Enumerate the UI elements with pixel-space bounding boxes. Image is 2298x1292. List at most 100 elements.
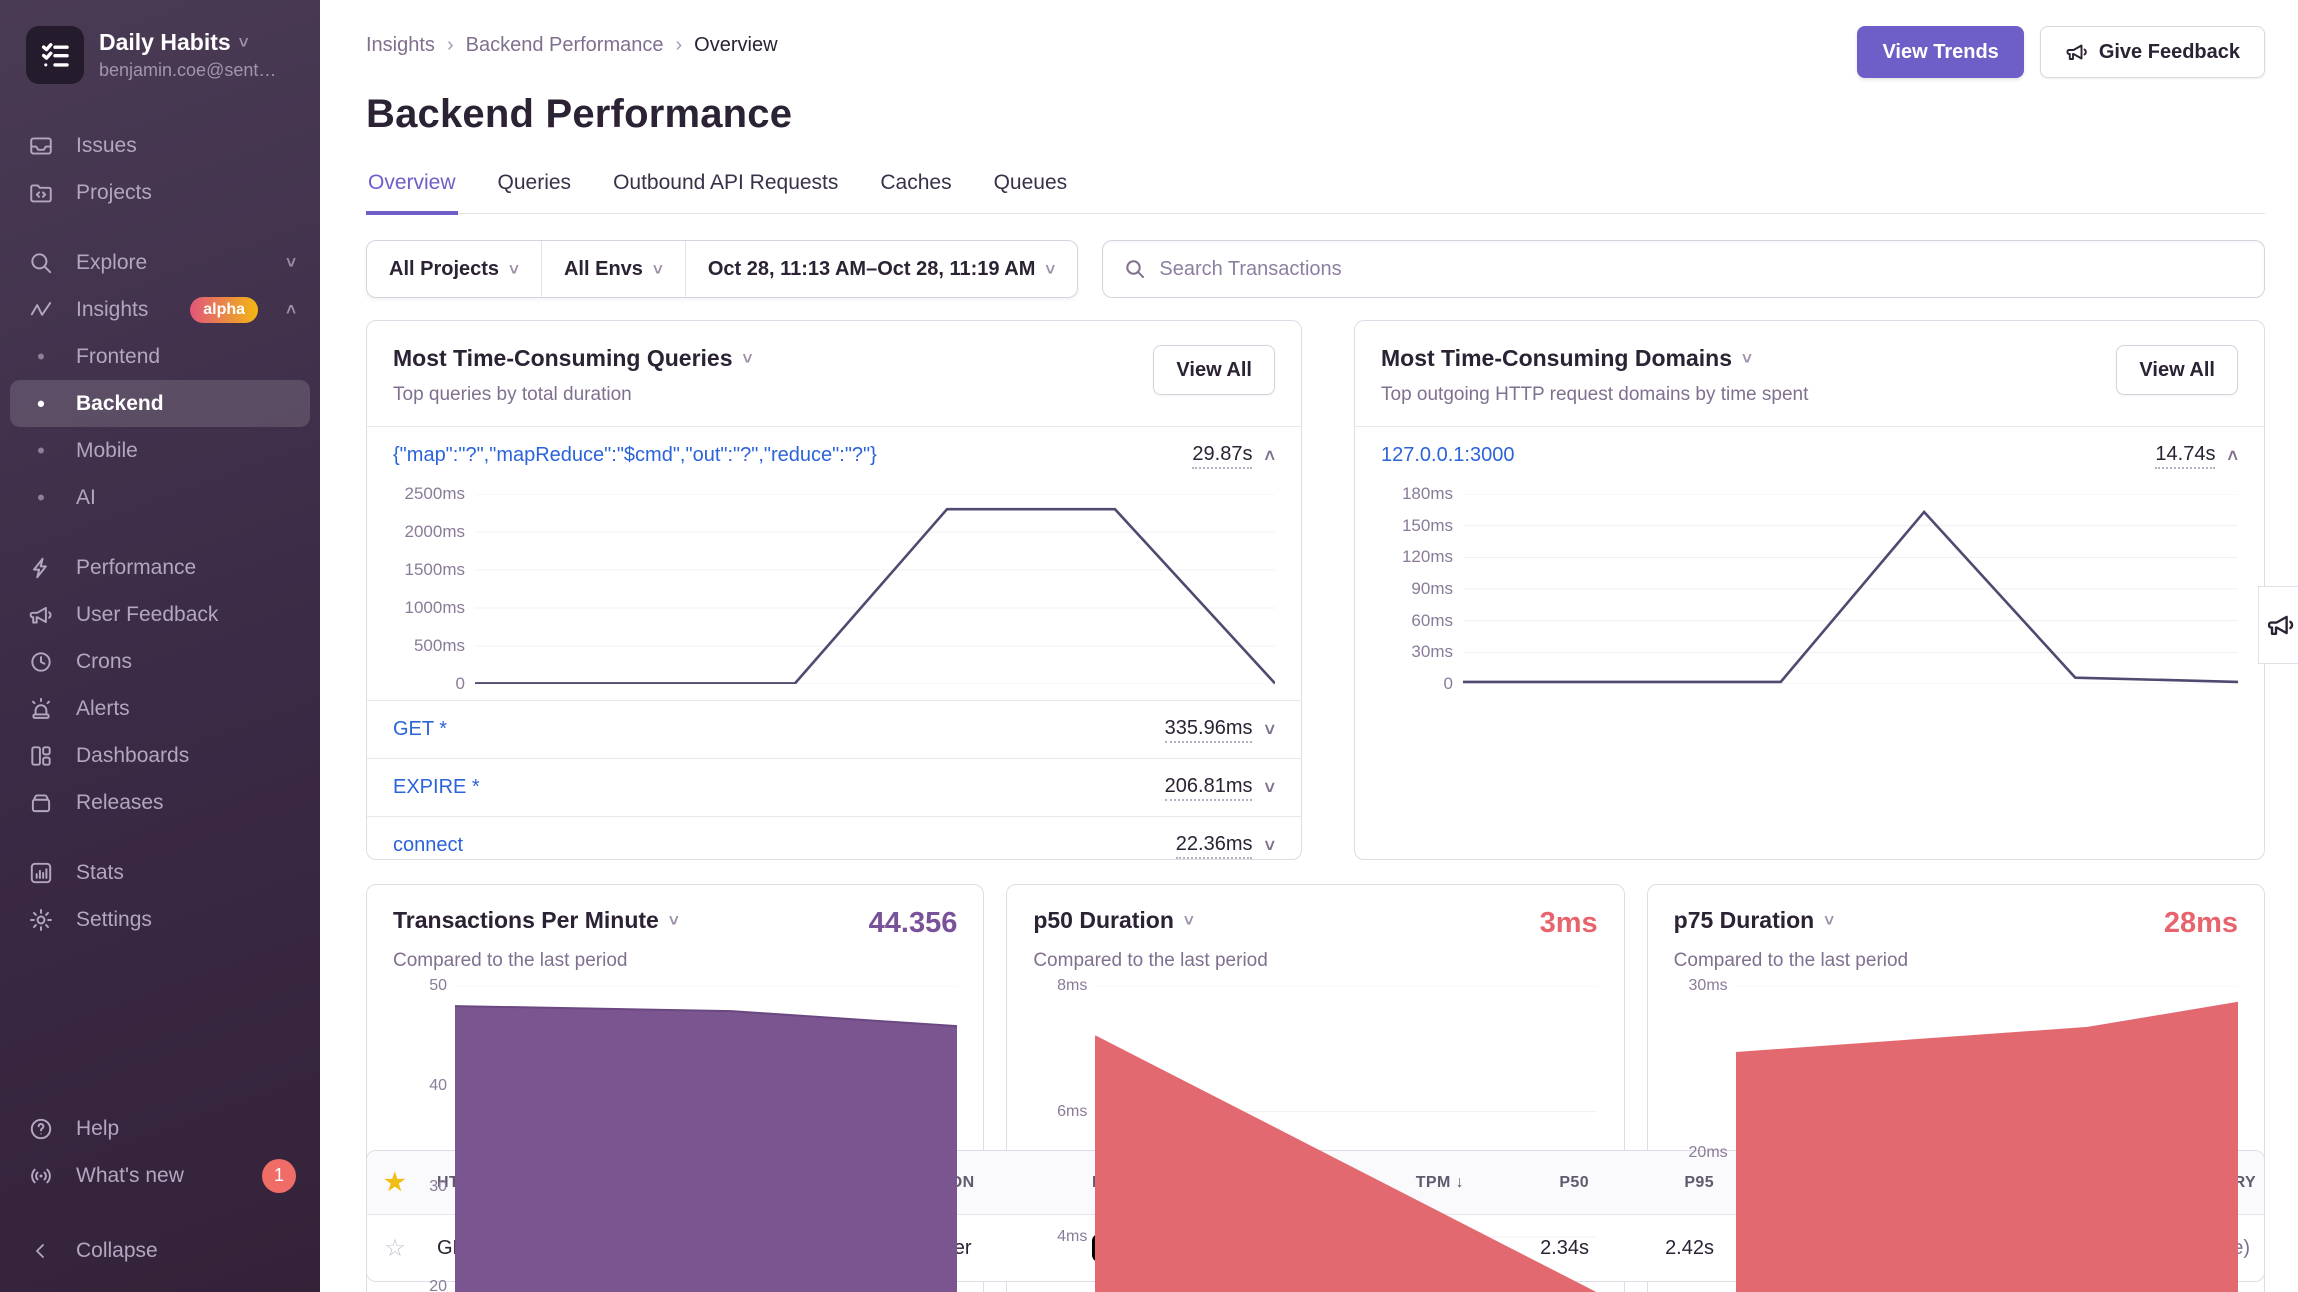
sidebar-item-performance[interactable]: Performance [0,544,320,591]
queries-panel-title: Most Time-Consuming Queries [393,345,733,372]
p50-title: p50 Duration [1033,907,1174,934]
topbar-actions: View Trends Give Feedback [1857,26,2265,78]
view-trends-button[interactable]: View Trends [1857,26,2023,78]
p50-value: 3ms [1540,907,1598,940]
tpm-chart: 5040302010 [393,986,957,1292]
filter-row: All Projects˅ All Envs˅ Oct 28, 11:13 AM… [366,240,2265,298]
query-duration[interactable]: 335.96ms [1165,717,1253,743]
query-row-expanded: {"map":"?","mapReduce":"$cmd","out":"?",… [367,426,1301,484]
chevron-down-icon[interactable]: ˅ [1264,721,1275,739]
search-transactions-bar[interactable] [1102,240,2265,298]
query-duration[interactable]: 22.36ms [1176,833,1253,859]
tpm-title: Transactions Per Minute [393,907,659,934]
chevron-down-icon[interactable]: ˅ [1742,350,1752,367]
tpm-chart-plot [455,986,957,1292]
query-row: GET * 335.96ms ˅ [367,700,1301,758]
domain-duration[interactable]: 14.74s [2155,443,2215,469]
org-switcher[interactable]: Daily Habits˅ benjamin.coe@sent… [0,26,320,84]
lightning-icon [26,553,56,583]
transactions-per-minute-card: Transactions Per Minute ˅ 44.356 Compared… [366,884,984,1292]
magnifier-icon [1123,257,1147,281]
sidebar-item-alerts[interactable]: Alerts [0,685,320,732]
sidebar-item-help[interactable]: Help [0,1105,320,1152]
queries-view-all-button[interactable]: View All [1153,345,1275,395]
query-link[interactable]: {"map":"?","mapReduce":"$cmd","out":"?",… [393,444,877,467]
metric-cards: Transactions Per Minute ˅ 44.356 Compared… [366,884,2265,1122]
p50-subtitle: Compared to the last period [1033,950,1597,972]
p75-chart-y-axis: 30ms20ms10ms0 [1674,986,1736,1292]
megaphone-icon [2065,40,2089,64]
query-row: EXPIRE * 206.81ms ˅ [367,758,1301,816]
sidebar-item-user-feedback[interactable]: User Feedback [0,591,320,638]
domains-chart-y-axis: 180ms150ms120ms90ms60ms30ms0 [1367,494,1463,684]
domain-link[interactable]: 127.0.0.1:3000 [1381,444,1514,467]
queries-trend-chart: 2500ms2000ms1500ms1000ms500ms0 [379,494,1275,684]
chevron-down-icon: ˅ [653,261,663,278]
query-duration[interactable]: 206.81ms [1165,775,1253,801]
breadcrumb-overview: Overview [694,34,777,57]
query-link[interactable]: connect [393,834,463,857]
chevron-up-icon[interactable]: ˄ [2227,447,2238,465]
sidebar-item-crons[interactable]: Crons [0,638,320,685]
chevron-down-icon: ˅ [239,34,249,51]
chevron-up-icon[interactable]: ˄ [1264,447,1275,465]
chevron-down-icon[interactable]: ˅ [1824,912,1834,929]
query-link[interactable]: GET * [393,718,447,741]
project-filter[interactable]: All Projects˅ [367,241,541,297]
sidebar-item-mobile[interactable]: • Mobile [0,427,320,474]
page-title: Backend Performance [366,92,2265,137]
tab-queues[interactable]: Queues [992,171,1070,213]
sidebar-item-backend[interactable]: • Backend [10,380,310,427]
query-duration[interactable]: 29.87s [1192,443,1252,469]
megaphone-icon [2266,610,2296,640]
alpha-badge: alpha [190,297,258,323]
chevron-down-icon[interactable]: ˅ [669,912,679,929]
p50-chart-y-axis: 8ms6ms4ms2ms0 [1033,986,1095,1292]
tab-queries[interactable]: Queries [496,171,574,213]
sidebar-item-stats[interactable]: Stats [0,849,320,896]
sidebar-item-insights[interactable]: Insights alpha ˄ [0,286,320,333]
siren-icon [26,694,56,724]
sidebar-item-frontend[interactable]: • Frontend [0,333,320,380]
bar-chart-icon [26,858,56,888]
sidebar-item-releases[interactable]: Releases [0,779,320,826]
give-feedback-button[interactable]: Give Feedback [2040,26,2265,78]
sidebar-item-dashboards[interactable]: Dashboards [0,732,320,779]
date-range-filter[interactable]: Oct 28, 11:13 AM–Oct 28, 11:19 AM˅ [685,241,1078,297]
query-link[interactable]: EXPIRE * [393,776,480,799]
help-icon [26,1114,56,1144]
tpm-value: 44.356 [869,907,958,940]
sidebar-collapse-button[interactable]: Collapse [0,1227,320,1274]
tab-outbound-api-requests[interactable]: Outbound API Requests [611,171,840,213]
queries-panel-subtitle: Top queries by total duration [393,384,752,406]
domains-view-all-button[interactable]: View All [2116,345,2238,395]
sidebar-item-ai[interactable]: • AI [0,474,320,521]
nav-spacer [0,826,320,849]
breadcrumb-backend-performance[interactable]: Backend Performance [466,34,664,57]
tab-overview[interactable]: Overview [366,171,458,215]
chevron-down-icon[interactable]: ˅ [1184,912,1194,929]
breadcrumb-separator: › [676,34,683,57]
sidebar-item-issues[interactable]: Issues [0,122,320,169]
p75-chart-plot [1736,986,2238,1292]
sidebar-footer: Help What's new 1 Collapse [0,1105,320,1274]
chevron-down-icon[interactable]: ˅ [1264,779,1275,797]
sidebar-item-settings[interactable]: Settings [0,896,320,943]
search-transactions-input[interactable] [1159,258,2244,281]
chevron-down-icon[interactable]: ˅ [1264,837,1275,855]
environment-filter[interactable]: All Envs˅ [541,241,685,297]
feedback-fab-button[interactable] [2258,586,2298,664]
bullet-icon: • [26,485,56,511]
sidebar-item-projects[interactable]: Projects [0,169,320,216]
p50-chart: 8ms6ms4ms2ms0 [1033,986,1597,1292]
p75-title: p75 Duration [1674,907,1815,934]
domains-trend-chart: 180ms150ms120ms90ms60ms30ms0 [1367,494,2238,684]
sidebar-item-whats-new[interactable]: What's new 1 [0,1152,320,1199]
chevron-down-icon[interactable]: ˅ [743,350,753,367]
insight-panels: Most Time-Consuming Queries ˅ Top queries… [366,320,2265,860]
chevron-down-icon: ˅ [509,261,519,278]
tab-caches[interactable]: Caches [878,171,953,213]
sidebar-item-explore[interactable]: Explore ˅ [0,239,320,286]
tpm-subtitle: Compared to the last period [393,950,957,972]
breadcrumb-insights[interactable]: Insights [366,34,435,57]
